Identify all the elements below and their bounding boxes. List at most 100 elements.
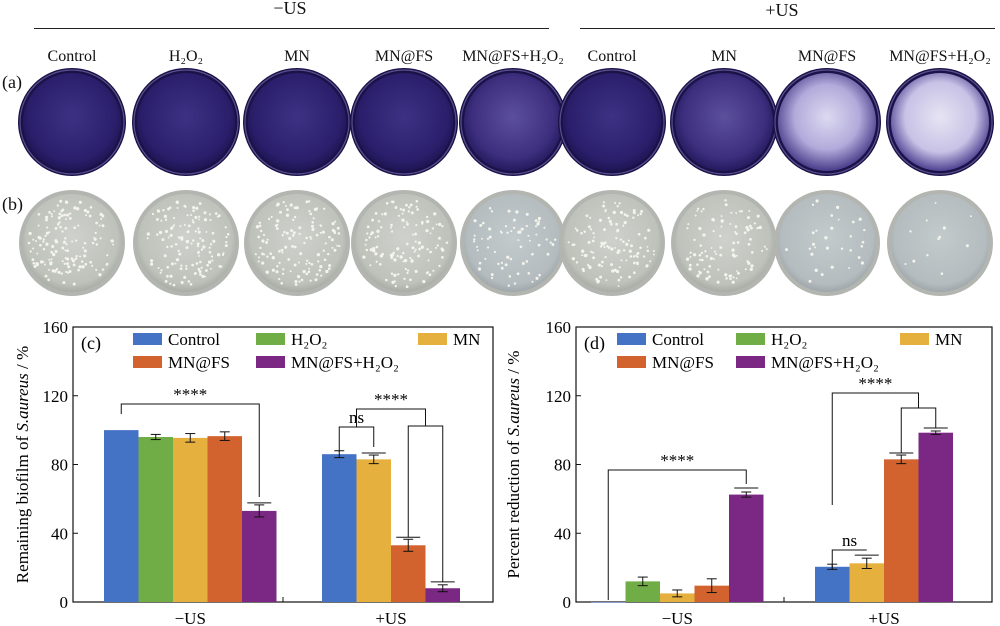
colony <box>479 223 483 227</box>
colony <box>265 270 269 274</box>
colony <box>696 263 699 266</box>
colony <box>712 230 715 233</box>
colony <box>688 267 692 271</box>
colony <box>80 260 84 263</box>
colony <box>53 210 56 213</box>
colony <box>476 249 479 252</box>
colony <box>308 267 311 270</box>
colony <box>642 255 646 258</box>
x-category-label: −US <box>175 609 206 626</box>
colony <box>746 216 750 220</box>
y-axis-label: Remaining biofilm of S.aureus / % <box>13 346 32 583</box>
colony <box>608 219 612 224</box>
colony <box>749 267 753 271</box>
colony <box>57 216 62 220</box>
dish-edge <box>19 69 125 175</box>
colony <box>311 221 314 224</box>
colony <box>199 237 202 240</box>
chart-remaining-biofilm: 0 40 80 120 160 Remaining biofilm of S.aureus… <box>13 318 494 626</box>
colony <box>724 199 727 202</box>
colony <box>702 233 706 237</box>
colony <box>39 260 44 264</box>
dish-edge <box>559 69 665 175</box>
colony <box>161 238 165 242</box>
colony <box>209 243 213 246</box>
colony <box>849 235 853 238</box>
colony <box>47 278 50 282</box>
colony <box>196 242 200 246</box>
colony <box>185 264 188 267</box>
colony <box>180 237 184 241</box>
colony <box>61 246 65 250</box>
colony <box>815 229 818 232</box>
colony <box>32 238 35 241</box>
colony <box>32 261 36 265</box>
colony <box>622 249 626 252</box>
colony <box>88 214 92 218</box>
colony <box>45 231 49 235</box>
colony <box>623 220 627 225</box>
colony <box>500 266 504 270</box>
plate-agar <box>675 194 773 292</box>
colony <box>940 272 944 275</box>
legend-label: MN@FS+H₂O₂ <box>291 353 399 372</box>
plate-agar <box>563 194 661 292</box>
colony <box>197 230 201 234</box>
colony <box>76 207 80 211</box>
colony <box>616 205 619 208</box>
colony <box>185 239 190 244</box>
colony <box>366 232 369 235</box>
dish-label: MN@FS+H₂O₂ <box>462 48 564 65</box>
colony <box>49 262 53 266</box>
colony <box>323 258 327 262</box>
colony <box>628 275 632 279</box>
colony <box>747 242 751 246</box>
colony <box>698 258 702 261</box>
colony <box>744 268 747 271</box>
colony <box>729 274 733 277</box>
bar <box>815 566 850 602</box>
colony <box>319 265 323 269</box>
colony <box>599 275 603 279</box>
bar <box>207 436 242 602</box>
colony <box>409 278 412 282</box>
colony <box>735 232 738 236</box>
colony <box>72 282 76 286</box>
colony <box>112 243 115 246</box>
colony <box>85 214 88 217</box>
plate-agar <box>464 194 562 292</box>
colony <box>198 218 201 221</box>
plate-agar <box>137 194 235 292</box>
colony <box>863 228 866 232</box>
colony <box>602 204 606 208</box>
colony <box>734 231 737 233</box>
colony <box>716 280 720 284</box>
colony <box>704 250 707 253</box>
colony <box>706 270 710 274</box>
colony <box>509 257 513 261</box>
colony <box>331 221 335 226</box>
colony <box>521 262 525 265</box>
colony <box>105 262 109 266</box>
colony <box>504 263 508 267</box>
colony <box>35 240 37 242</box>
colony <box>700 210 703 213</box>
colony <box>199 273 202 276</box>
colony <box>48 231 51 234</box>
colony <box>78 200 82 204</box>
colony <box>177 236 181 239</box>
colony <box>262 233 266 237</box>
colony <box>402 208 406 212</box>
colony-plate <box>887 190 993 296</box>
colony <box>703 268 706 271</box>
colony <box>748 209 751 212</box>
colony <box>385 278 388 282</box>
stained-dish <box>773 68 881 176</box>
colony <box>276 219 280 223</box>
colony <box>310 224 315 228</box>
colony <box>473 234 476 237</box>
colony <box>698 253 702 257</box>
colony <box>436 244 439 247</box>
colony <box>408 206 411 209</box>
colony <box>731 253 736 257</box>
